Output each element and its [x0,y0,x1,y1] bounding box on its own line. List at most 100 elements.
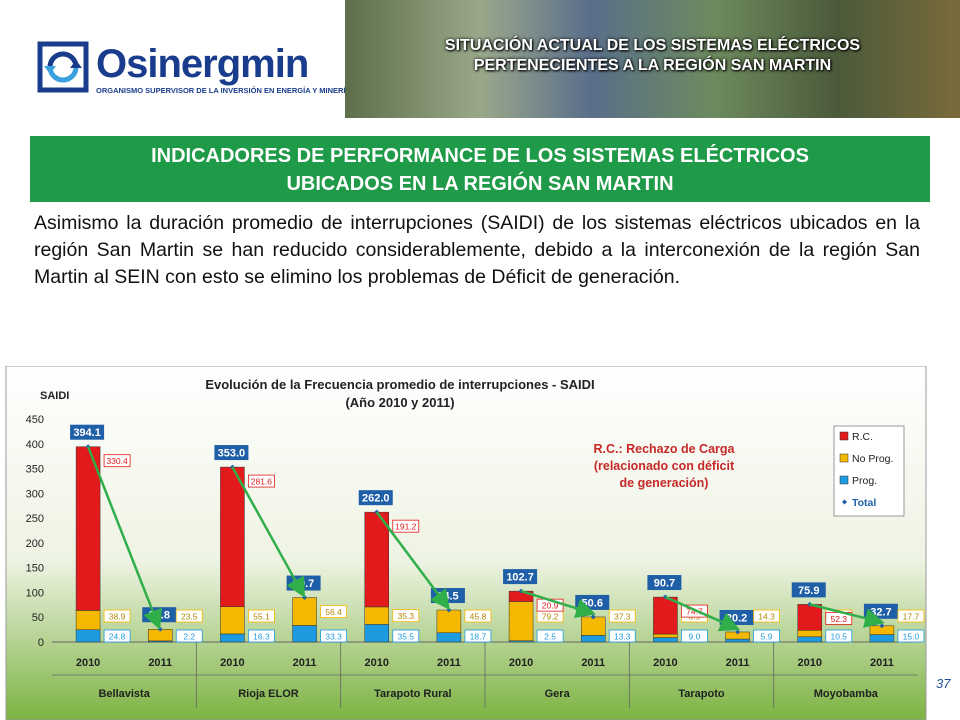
group-label: Tarapoto Rural [374,688,451,700]
y-tick-label: 400 [26,439,44,451]
section-title-line1: INDICADORES DE PERFORMANCE DE LOS SISTEM… [151,145,809,167]
x-tick-year: 2010 [509,657,533,669]
prog-data-label: 35.5 [397,632,414,642]
prog-data-label: 2.5 [544,632,556,642]
trend-arrow [809,603,885,628]
rc-data-label-box [103,454,131,468]
no-prog-data-label: 23.5 [181,612,198,622]
prog-data-label-box [681,629,708,643]
rc-data-label: 330.4 [106,456,128,466]
no-prog-data-label: 14.3 [758,612,775,622]
no-prog-data-label-box [320,605,347,618]
legend-total-marker [842,499,847,505]
bar-no-prog [653,633,678,638]
no-prog-data-label-box [753,609,780,623]
trend-arrow [664,595,741,632]
slide-number: 37 [936,676,951,691]
prog-data-label-box [897,629,925,643]
group-label: Gera [545,688,571,700]
legend-swatch [839,475,849,485]
banner-title-line1: SITUACIÓN ACTUAL DE LOS SISTEMAS ELÉCTRI… [444,37,861,54]
prog-data-label-box [464,629,492,643]
bar-rc [797,604,822,631]
rc-data-label: 52.3 [830,614,847,624]
brand-subtitle: ORGANISMO SUPERVISOR DE LA INVERSIÓN EN … [96,86,351,95]
prog-data-label-box [103,629,131,643]
chart-background [5,366,927,720]
no-prog-data-label: 45.8 [470,612,487,622]
x-tick-year: 2011 [148,657,172,669]
total-label-box [358,490,393,506]
total-data-label: 262.0 [362,493,390,505]
total-data-label: 50.6 [582,597,603,609]
no-prog-data-label-box [175,609,203,623]
prog-data-label-box [320,629,347,643]
annotation-line1: R.C.: Rechazo de Carga [593,442,735,456]
bar-rc [364,511,389,608]
trend-arrow [520,589,597,619]
rc-data-label: 191.2 [395,522,417,532]
annotation-line3: de generación) [620,476,709,490]
trend-arrow [231,466,306,598]
bar-no-prog [436,609,462,633]
no-prog-data-label-box [248,609,275,623]
prog-data-label-box [248,629,275,643]
total-label-box [503,569,538,585]
bar-rc [653,596,678,635]
bar-prog [436,632,462,643]
no-prog-data-label: 37.3 [614,612,631,622]
saidi-chart: Evolución de la Frecuencia promedio de i… [5,366,927,720]
banner-title-line2: PERTENECIENTES A LA REGIÓN SAN MARTIN [473,57,832,74]
prog-data-label-box [175,629,203,643]
group-label: Bellavista [98,688,150,700]
bar-prog [725,638,750,643]
y-tick-label: 350 [26,464,44,476]
x-tick-year: 2011 [293,657,317,669]
y-tick-label: 250 [26,513,44,525]
prog-data-label: 15.0 [903,632,920,642]
prog-data-label: 9.0 [689,632,701,642]
osinergmin-logo [37,41,89,93]
rc-data-label-box [392,519,420,533]
prog-data-label: 18.7 [470,632,487,642]
prog-data-label: 2.2 [183,632,195,642]
legend-swatch [839,431,849,441]
bar-no-prog [581,616,606,636]
prog-data-label: 13.3 [614,632,631,642]
chart-title: Evolución de la Frecuencia promedio de i… [205,377,594,392]
annotation-line2: (relacionado con déficit [594,459,735,473]
total-data-label: 20.2 [726,612,747,624]
x-tick-year: 2011 [437,657,461,669]
rc-data-label-box [248,474,275,488]
y-tick-label: 0 [38,637,44,649]
no-prog-data-label: 38.9 [109,612,126,622]
body-paragraph: Asimismo la duración promedio de interru… [34,212,920,288]
bar-no-prog [292,597,317,626]
header-banner-image [345,0,960,118]
no-prog-data-label-box [897,609,925,623]
bar-prog [75,629,101,643]
trend-arrow [375,511,450,611]
y-tick-label: 100 [26,587,44,599]
total-data-label: 353.0 [218,448,246,460]
x-tick-year: 2010 [365,657,389,669]
total-label-box [791,582,826,598]
bar-rc [220,466,245,607]
rc-data-label: 20.9 [542,601,559,611]
bar-no-prog [75,610,101,630]
y-tick-label: 50 [32,612,44,624]
bar-rc [75,446,101,611]
no-prog-data-label: 17.7 [903,612,920,622]
prog-data-label-box [536,629,564,643]
bar-prog [220,633,245,643]
no-prog-data-label: 79.2 [542,612,559,622]
prog-data-label: 24.8 [109,632,126,642]
group-label: Rioja ELOR [238,688,299,700]
total-data-label: 102.7 [506,572,534,584]
chart-subtitle: (Año 2010 y 2011) [345,395,454,410]
y-axis-label: SAIDI [40,390,69,402]
no-prog-data-label: 56.4 [325,607,342,617]
legend-label: R.C. [852,431,873,443]
total-marker [735,629,741,635]
bar-prog [869,634,895,643]
